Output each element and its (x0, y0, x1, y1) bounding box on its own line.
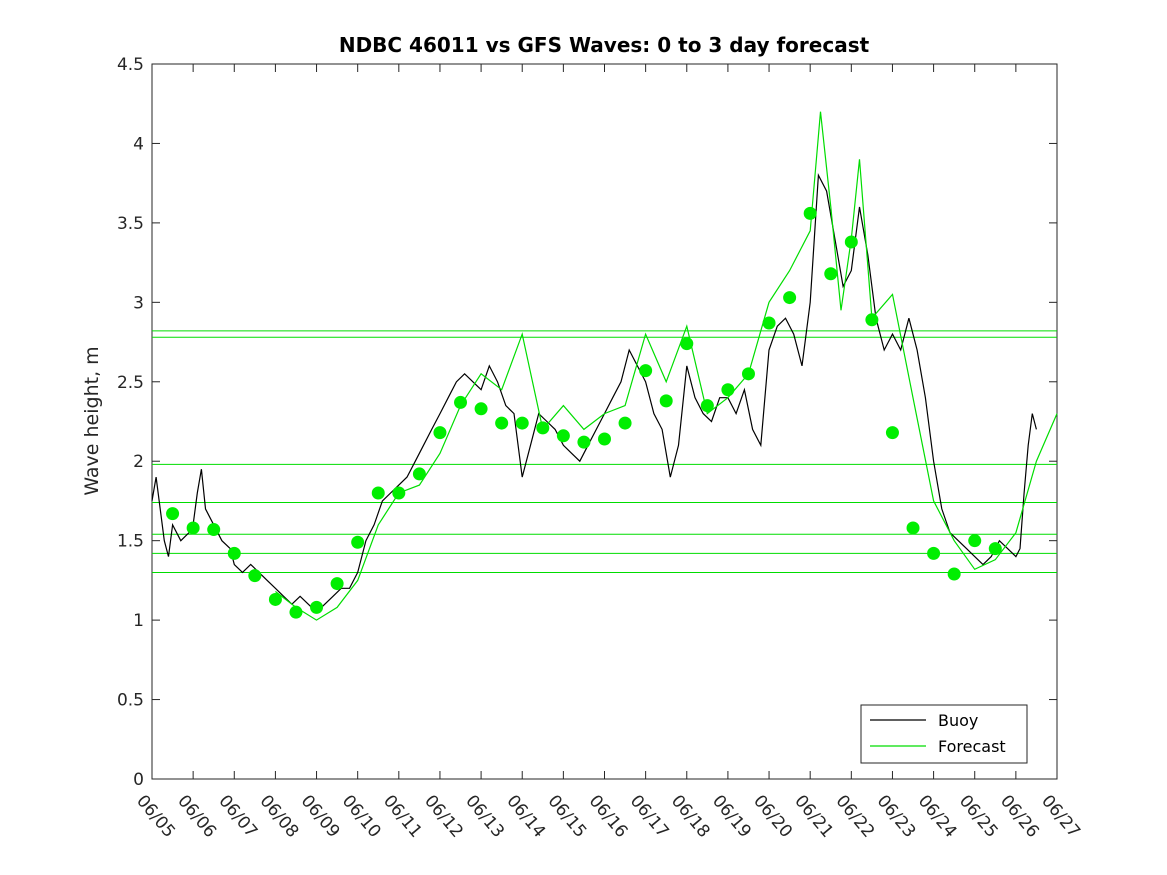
forecast-point-0 (166, 507, 180, 521)
y-tick-label-5: 2.5 (117, 373, 144, 393)
forecast-point-9 (351, 535, 365, 549)
forecast-point-39 (968, 534, 982, 548)
forecast-point-37 (927, 546, 941, 560)
y-tick-label-9: 4.5 (117, 55, 144, 75)
chart-title: NDBC 46011 vs GFS Waves: 0 to 3 day fore… (339, 33, 870, 57)
forecast-point-8 (330, 577, 344, 591)
forecast-point-2 (207, 523, 221, 537)
series-line-buoy (151, 173, 1037, 614)
forecast-point-19 (556, 429, 570, 443)
y-tick-label-6: 3 (133, 293, 144, 313)
forecast-point-1 (186, 521, 200, 535)
forecast-point-26 (700, 399, 714, 413)
forecast-point-5 (268, 592, 282, 606)
forecast-point-36 (906, 521, 920, 535)
forecast-point-24 (659, 394, 673, 408)
forecast-point-31 (803, 206, 817, 220)
y-tick-label-3: 1.5 (117, 532, 144, 552)
forecast-point-13 (433, 426, 447, 440)
y-tick-label-7: 3.5 (117, 214, 144, 234)
forecast-point-27 (721, 383, 735, 397)
forecast-point-35 (885, 426, 899, 440)
forecast-point-28 (741, 367, 755, 381)
reference-lines (152, 330, 1057, 573)
series-line-forecast (275, 111, 1058, 621)
forecast-point-29 (762, 316, 776, 330)
forecast-point-34 (865, 313, 879, 327)
y-tick-label-8: 4 (133, 134, 144, 154)
forecast-point-16 (495, 416, 509, 430)
forecast-point-32 (824, 267, 838, 281)
forecast-point-3 (227, 546, 241, 560)
y-axis-label: Wave height, m (81, 346, 103, 495)
y-tick-label-1: 0.5 (117, 691, 144, 711)
forecast-point-10 (371, 486, 385, 500)
forecast-point-38 (947, 567, 961, 581)
y-tick-label-4: 2 (133, 452, 144, 472)
forecast-point-18 (536, 421, 550, 435)
series-layer (151, 111, 1058, 621)
forecast-point-6 (289, 605, 303, 619)
forecast-point-33 (844, 235, 858, 249)
forecast-point-21 (598, 432, 611, 446)
forecast-point-30 (783, 291, 797, 305)
forecast-point-20 (577, 435, 591, 449)
forecast-point-23 (639, 364, 653, 378)
y-axis: 0 0.5 1 1.5 2 2.5 3 3.5 4 4.5 (117, 55, 1057, 790)
forecast-point-14 (454, 395, 468, 409)
legend-box (860, 704, 1028, 764)
plot-area (151, 63, 1058, 780)
forecast-point-15 (474, 402, 488, 416)
forecast-point-12 (412, 467, 426, 481)
legend-label-buoy: Buoy (938, 711, 978, 730)
forecast-point-22 (618, 416, 632, 430)
forecast-points (166, 206, 1002, 619)
forecast-point-11 (392, 486, 406, 500)
forecast-point-25 (680, 337, 694, 351)
legend: Buoy Forecast (860, 704, 1028, 764)
forecast-point-4 (248, 569, 262, 583)
forecast-point-40 (988, 542, 1002, 556)
legend-label-forecast: Forecast (938, 737, 1006, 756)
y-tick-label-2: 1 (133, 611, 144, 631)
forecast-point-7 (310, 600, 324, 614)
forecast-point-17 (515, 416, 529, 430)
y-tick-label-0: 0 (133, 770, 144, 790)
